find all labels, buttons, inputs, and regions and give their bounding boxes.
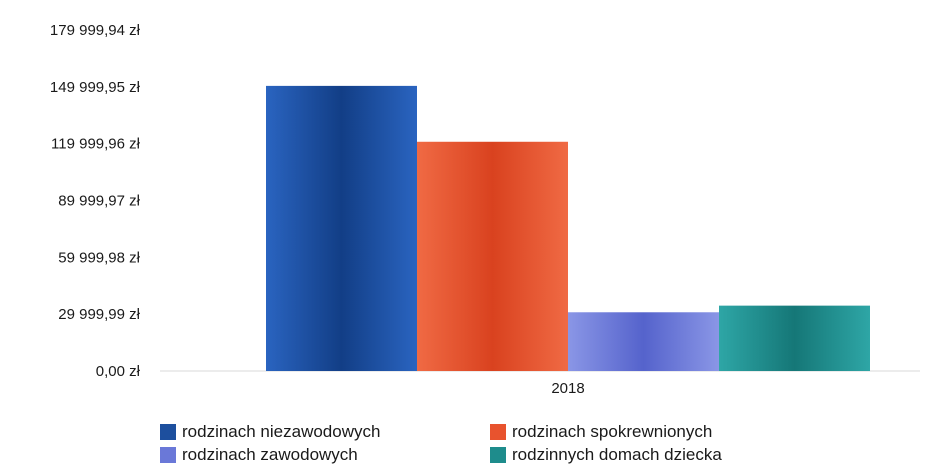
x-axis-ticks: 2018 [551,380,584,397]
legend-label: rodzinach zawodowych [182,445,358,464]
legend: rodzinach niezawodowych rodzinach spokrew… [160,421,860,465]
y-tick-label: 59 999,98 zł [58,249,140,266]
legend-item: rodzinnych domach dziecka [490,444,820,465]
y-tick-label: 0,00 zł [96,363,141,380]
y-tick-label: 89 999,97 zł [58,193,140,210]
bar-rodzinnych-domach-dziecka [719,305,870,371]
legend-item: rodzinach niezawodowych [160,421,490,442]
legend-label: rodzinach niezawodowych [182,422,381,441]
legend-item: rodzinach spokrewnionych [490,421,820,442]
bar-chart: 0,00 zł 29 999,99 zł 59 999,98 zł 89 999,97… [50,22,920,397]
legend-swatch [160,446,176,463]
legend-swatch [160,423,176,440]
legend-item: rodzinach zawodowych [160,444,490,465]
y-tick-label: 29 999,99 zł [58,306,140,323]
y-tick-label: 179 999,94 zł [50,22,141,39]
bar-rodzinach-spokrewnionych [417,141,568,371]
y-axis-ticks: 0,00 zł 29 999,99 zł 59 999,98 zł 89 999,97… [50,22,141,380]
x-tick-label: 2018 [551,380,584,397]
legend-swatch [490,423,506,440]
y-tick-label: 119 999,96 zł [51,136,141,153]
bar-rodzinach-niezawodowych [266,85,417,371]
legend-label: rodzinach spokrewnionych [512,422,713,441]
bars [266,85,870,371]
y-tick-label: 149 999,95 zł [50,79,141,96]
legend-swatch [490,446,506,463]
bar-rodzinach-zawodowych [568,312,719,371]
legend-label: rodzinnych domach dziecka [512,445,722,464]
